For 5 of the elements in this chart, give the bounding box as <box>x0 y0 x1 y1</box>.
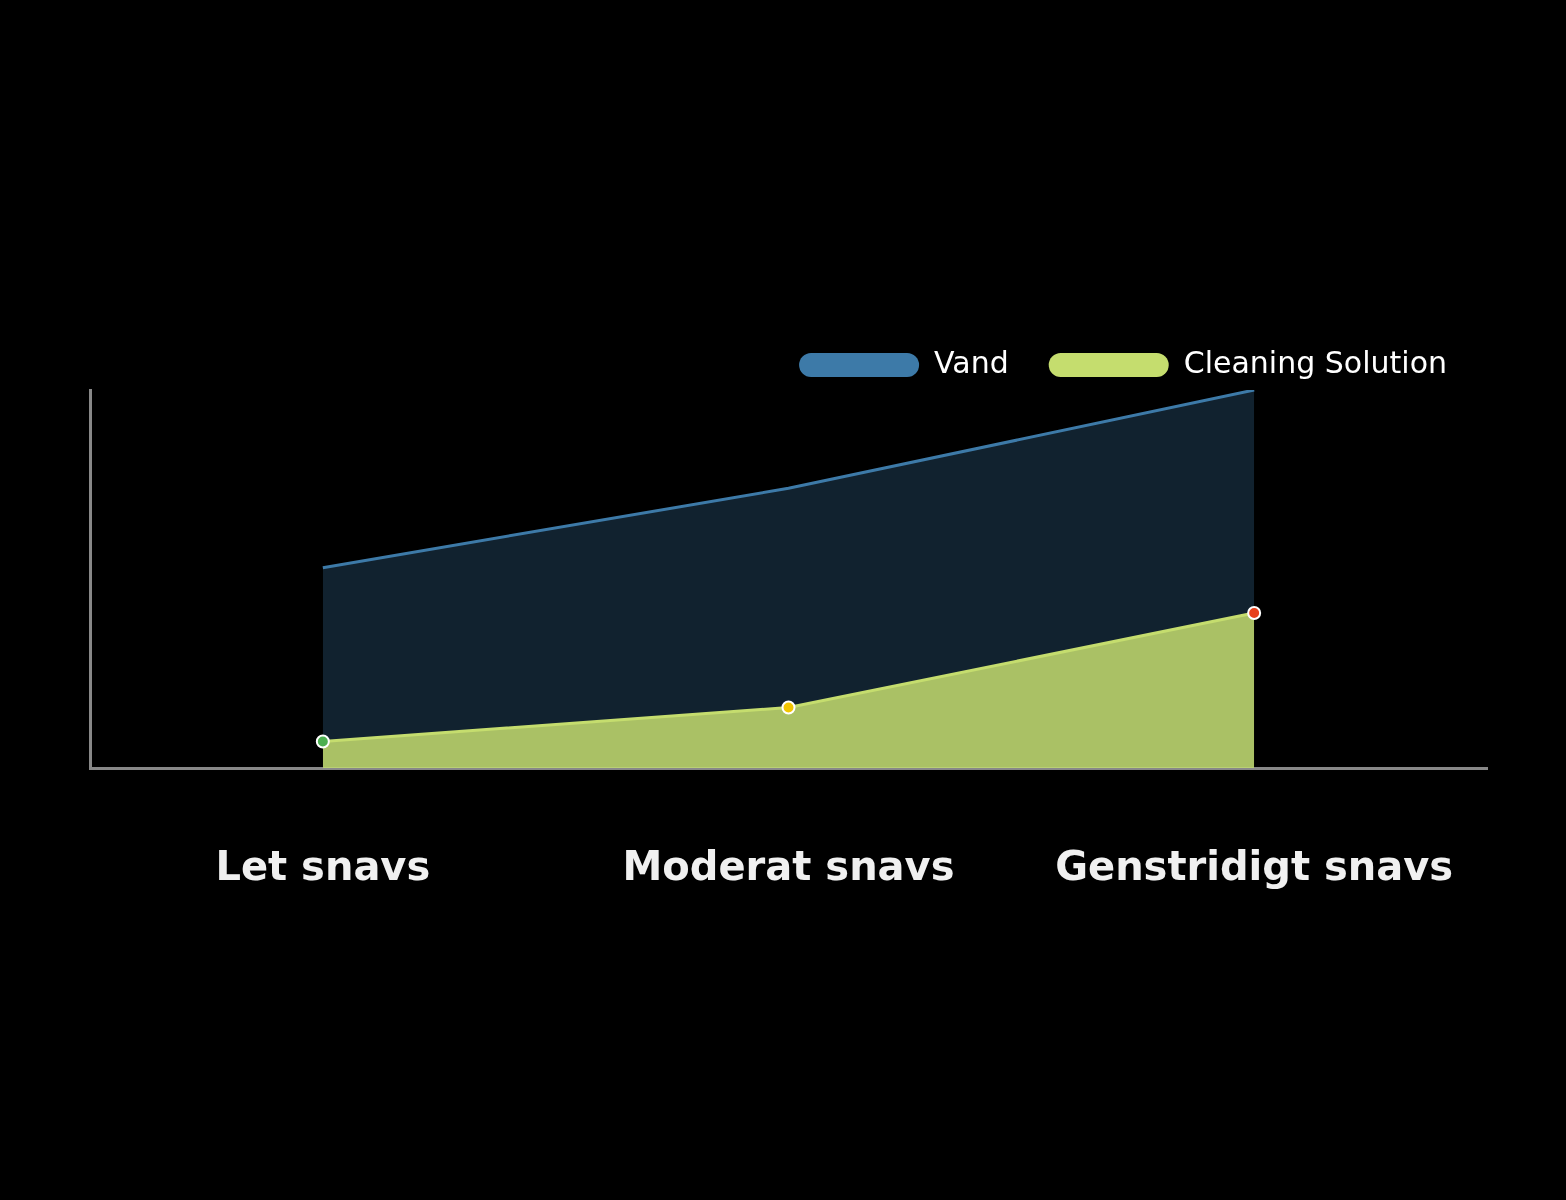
x-tick-label: Moderat snavs <box>622 843 955 890</box>
x-tick-label: Genstridigt snavs <box>1055 843 1454 890</box>
legend-label: Vand <box>934 344 1009 380</box>
x-tick-label: Let snavs <box>215 843 431 890</box>
legend-label: Cleaning Solution <box>1183 344 1447 380</box>
